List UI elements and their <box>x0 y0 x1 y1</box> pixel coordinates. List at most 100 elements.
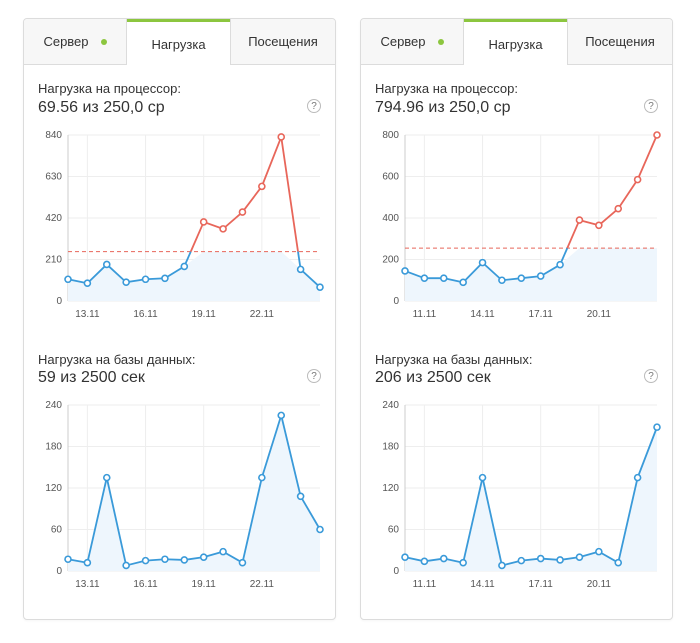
data-point <box>219 225 227 233</box>
tab-visits-label: Посещения <box>585 34 655 49</box>
data-point <box>575 553 584 561</box>
series-area <box>68 415 320 571</box>
y-tick-label: 120 <box>382 483 399 494</box>
data-point <box>614 204 623 213</box>
tab-server-label: Сервер <box>380 34 426 49</box>
tab-bar: Сервер Нагрузка Посещения <box>361 19 672 66</box>
data-point <box>316 283 324 291</box>
tab-visits[interactable]: Посещения <box>230 19 335 65</box>
data-point <box>161 555 169 564</box>
x-tick-label: 14.11 <box>470 579 495 587</box>
series-segment-over <box>617 179 639 210</box>
tab-visits[interactable]: Посещения <box>567 19 672 65</box>
x-tick-label: 17.11 <box>529 309 554 317</box>
y-tick-label: 240 <box>382 400 399 411</box>
tab-load[interactable]: Нагрузка <box>464 19 567 66</box>
series-segment <box>241 477 263 563</box>
x-tick-label: 17.11 <box>529 579 554 587</box>
data-point <box>102 473 111 482</box>
y-tick-label: 200 <box>382 255 399 266</box>
series-segment <box>86 477 108 563</box>
data-point <box>258 182 266 191</box>
db-load-chart: 0 60 120 180 240 13.11 16.11 19.11 22.11 <box>45 400 324 587</box>
data-point <box>439 274 448 282</box>
data-point <box>439 554 448 563</box>
series-segment <box>481 261 503 281</box>
x-tick-label: 20.11 <box>587 309 612 317</box>
y-tick-label: 60 <box>388 525 400 536</box>
y-tick-label: 210 <box>45 255 62 266</box>
series-segment <box>299 495 321 530</box>
data-point <box>219 547 227 556</box>
data-point <box>277 411 286 420</box>
y-tick-label: 180 <box>45 442 62 453</box>
data-point <box>478 258 487 267</box>
db-value: 206 из 2500 сек <box>375 369 491 386</box>
data-point <box>614 558 623 567</box>
data-point <box>401 553 409 561</box>
series-segment <box>566 219 581 249</box>
series-segment-over <box>598 207 619 226</box>
tab-load-label: Нагрузка <box>488 36 543 52</box>
series-segment <box>260 415 283 478</box>
x-tick-label: 14.11 <box>470 309 495 317</box>
db-load-chart: 0 60 120 180 240 11.11 14.11 17.11 20.11 <box>382 400 661 587</box>
x-tick-label: 13.11 <box>75 309 100 317</box>
data-point <box>633 473 642 482</box>
db-title: Нагрузка на базы данных: <box>375 352 533 367</box>
data-point <box>536 554 545 563</box>
data-point <box>102 260 111 269</box>
data-point <box>316 525 324 534</box>
series-segment <box>462 261 484 283</box>
data-point <box>498 561 506 570</box>
data-point <box>653 423 661 431</box>
data-point <box>122 561 130 570</box>
y-tick-label: 240 <box>45 400 62 411</box>
cpu-help-icon[interactable]: ? <box>644 99 658 113</box>
data-point <box>459 278 467 287</box>
data-point <box>180 556 189 564</box>
cpu-help-icon[interactable]: ? <box>307 99 321 113</box>
y-tick-label: 400 <box>382 213 399 224</box>
x-tick-label: 16.11 <box>133 309 158 317</box>
series-segment <box>636 426 658 478</box>
series-segment-over <box>241 185 263 213</box>
data-point <box>122 278 130 287</box>
load-widget-left: Сервер Нагрузка Посещения Нагрузка на пр… <box>23 18 336 620</box>
series-segment <box>280 136 299 252</box>
cpu-load-chart: 0 210 420 630 840 13.11 16.11 19.11 22.11 <box>45 130 324 317</box>
status-dot-icon <box>100 38 107 45</box>
tab-load[interactable]: Нагрузка <box>127 19 230 66</box>
series-segment-over <box>222 211 244 230</box>
series-segment <box>300 268 321 288</box>
x-tick-label: 19.11 <box>192 579 217 587</box>
tab-server[interactable]: Сервер <box>24 19 127 65</box>
cpu-title: Нагрузка на процессор: <box>38 81 181 96</box>
db-value: 59 из 2500 сек <box>38 369 145 386</box>
x-tick-label: 13.11 <box>75 579 100 587</box>
data-point <box>401 267 409 275</box>
data-point <box>595 221 603 230</box>
data-point <box>141 556 150 565</box>
series-segment <box>86 263 108 284</box>
x-tick-label: 16.11 <box>133 579 158 587</box>
tab-server[interactable]: Сервер <box>361 19 464 65</box>
y-tick-label: 600 <box>382 172 399 183</box>
x-tick-label: 22.11 <box>250 309 275 317</box>
db-help-icon[interactable]: ? <box>307 369 321 383</box>
data-point <box>199 553 208 561</box>
series-segment <box>481 477 503 566</box>
y-tick-label: 630 <box>45 172 62 183</box>
x-tick-label: 11.11 <box>413 579 437 587</box>
data-point <box>161 274 169 283</box>
data-point <box>498 276 506 285</box>
data-point <box>653 131 661 139</box>
data-point <box>83 558 92 567</box>
cpu-value: 794.96 из 250,0 ср <box>375 99 511 116</box>
db-help-icon[interactable]: ? <box>644 369 658 383</box>
load-widget-right: Сервер Нагрузка Посещения Нагрузка на пр… <box>360 18 673 620</box>
data-point <box>141 275 150 284</box>
data-point <box>83 279 92 288</box>
x-tick-label: 19.11 <box>192 309 217 317</box>
series-area <box>68 251 320 301</box>
